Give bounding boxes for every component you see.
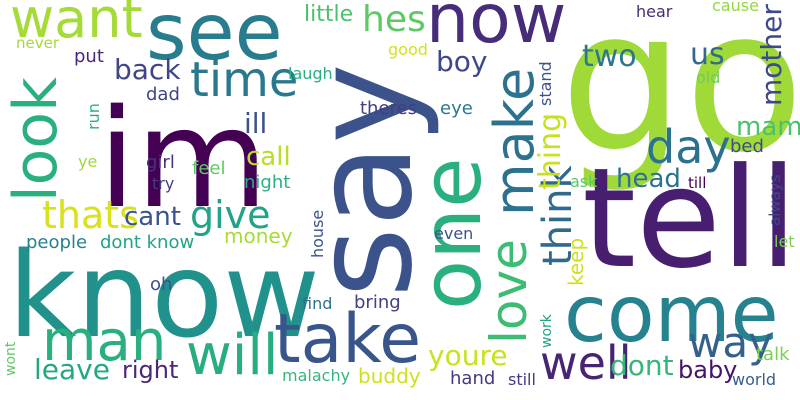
word-time: time [190, 52, 299, 108]
word-still: still [508, 370, 536, 389]
word-way: way [688, 318, 773, 367]
word-see: see [146, 0, 283, 78]
word-ask: ask [570, 172, 598, 191]
word-love: love [480, 239, 538, 344]
word-us: us [690, 37, 725, 72]
word-know: know [8, 226, 320, 364]
word-come: come [564, 270, 779, 360]
word-take: take [274, 300, 422, 379]
word-two: two [582, 39, 637, 74]
word-give: give [190, 193, 271, 237]
word-theres: theres [360, 98, 417, 119]
word-work: work [539, 314, 555, 348]
word-let: let [774, 232, 795, 251]
word-put: put [74, 46, 104, 67]
word-right: right [122, 356, 179, 384]
word-feel: feel [192, 158, 226, 179]
word-wont: wont [3, 341, 19, 376]
word-cause: cause [712, 0, 759, 15]
word-ill: ill [244, 107, 268, 140]
word-keep: keep [564, 237, 588, 286]
word-mam: mam [736, 112, 800, 142]
word-try: try [152, 174, 175, 193]
word-hand: hand [450, 368, 496, 389]
word-never: never [16, 34, 60, 52]
word-day: day [646, 120, 731, 174]
word-dad: dad [146, 84, 180, 105]
word-stand: stand [536, 61, 555, 106]
word-look: look [1, 77, 71, 202]
word-hes: hes [362, 0, 426, 40]
word-dont-know: dont know [100, 232, 195, 253]
word-world: world [732, 370, 777, 389]
word-house: house [308, 209, 327, 258]
word-talk: talk [756, 344, 790, 365]
word-well: well [540, 336, 632, 390]
word-man: man [42, 309, 167, 374]
word-mother: mother [755, 4, 788, 106]
word-buddy: buddy [358, 364, 421, 388]
word-thing: thing [533, 112, 568, 190]
word-head: head [616, 164, 681, 194]
word-good: good [388, 40, 428, 59]
word-girl: girl [146, 152, 175, 173]
word-ye: ye [78, 152, 98, 171]
word-night: night [244, 172, 291, 193]
word-find: find [302, 294, 333, 313]
word-cant: cant [124, 202, 181, 232]
word-laugh: laugh [288, 64, 333, 83]
word-youre: youre [428, 339, 508, 372]
word-people: people [26, 232, 88, 253]
word-back: back [114, 53, 181, 86]
word-bed: bed [730, 136, 764, 157]
word-till: till [688, 174, 707, 192]
word-thats: thats [42, 193, 139, 237]
word-always: always [766, 174, 784, 226]
word-oh: oh [150, 274, 173, 295]
word-eye: eye [440, 98, 473, 119]
word-will: will [186, 323, 279, 388]
word-even: even [434, 224, 474, 243]
word-old: old [696, 68, 721, 87]
word-im: im [98, 81, 269, 239]
word-malachy: malachy [282, 366, 351, 385]
word-run: run [84, 103, 103, 130]
word-leave: leave [34, 353, 110, 386]
word-call: call [246, 142, 291, 172]
word-tell: tell [582, 138, 798, 299]
word-dont: dont [610, 349, 674, 382]
word-baby: baby [678, 356, 738, 384]
word-little: little [304, 2, 354, 27]
word-go: go [560, 0, 800, 196]
word-bring: bring [354, 292, 401, 313]
word-now: now [426, 0, 567, 59]
word-boy: boy [436, 45, 488, 78]
word-money: money [224, 224, 293, 248]
word-hear: hear [636, 2, 673, 21]
word-want: want [10, 0, 143, 50]
